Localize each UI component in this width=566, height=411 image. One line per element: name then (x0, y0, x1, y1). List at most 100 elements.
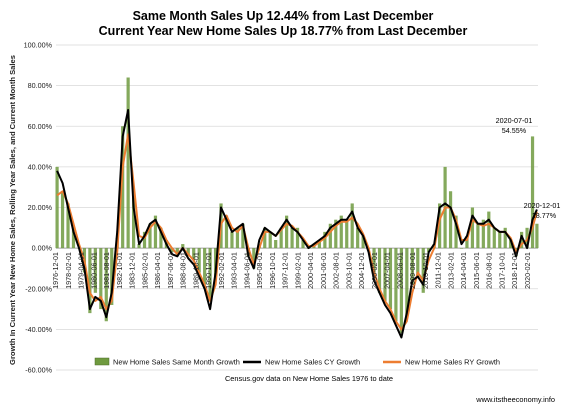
bar (241, 223, 245, 249)
x-tick-label: 2009-08-01 (408, 252, 417, 289)
bar (142, 231, 147, 249)
bar (192, 248, 196, 261)
x-tick-label: 2008-06-01 (396, 252, 405, 289)
bar (377, 248, 382, 293)
bar (148, 223, 152, 249)
bar (454, 215, 458, 249)
x-tick-label: 2020-02-01 (523, 252, 532, 289)
bar (520, 231, 524, 249)
bar (427, 248, 431, 253)
legend: New Home Sales Same Month Growth New Home… (94, 357, 500, 367)
bar (476, 223, 480, 249)
bar (104, 248, 108, 322)
bar (274, 240, 278, 249)
x-tick-label: 2003-10-01 (345, 252, 354, 289)
bar (290, 227, 294, 249)
bar (503, 227, 507, 249)
x-tick-label: 1997-12-01 (281, 252, 290, 289)
bar (252, 248, 256, 269)
y-tick-label: 0.00% (32, 244, 53, 253)
x-tick-label: 2015-06-01 (472, 252, 481, 289)
bar (530, 136, 535, 249)
annotation-value: 18.77% (532, 211, 557, 220)
bar (317, 240, 322, 249)
x-tick-label: 1981-08-01 (102, 252, 111, 289)
x-tick-label: 1992-02-01 (217, 252, 226, 289)
x-tick-label: 1993-04-01 (230, 252, 239, 289)
x-axis-ticks: 1976-12-01 1978-02-01 1979-04-01 1980-06-01… (51, 252, 532, 289)
bar (203, 248, 207, 285)
bar (295, 227, 300, 249)
bar (350, 203, 354, 249)
x-tick-label: 1987-06-01 (166, 252, 175, 289)
bar (487, 211, 491, 249)
bar (263, 227, 267, 249)
bar (492, 227, 496, 249)
x-tick-label: 2006-02-01 (370, 252, 379, 289)
bar (66, 203, 70, 249)
bar (470, 207, 475, 249)
annotation-value: 54.55% (502, 126, 527, 135)
y-tick-label: 20.00% (28, 203, 53, 212)
annotation-date: 2020-07-01 (496, 116, 533, 125)
bar (421, 248, 425, 293)
bar (498, 231, 502, 249)
y-axis-label: Growth In Current Year New Home Sales, R… (8, 55, 17, 365)
y-axis-ticks: 100.00% 80.00% 60.00% 40.00% 20.00% 0.00% -20.… (24, 41, 53, 375)
x-tick-label: 1994-06-01 (243, 252, 252, 289)
bar (459, 248, 464, 249)
x-tick-label: 2018-12-01 (510, 252, 519, 289)
x-tick-label: 1980-06-01 (89, 252, 98, 289)
bar (60, 191, 65, 249)
bar (230, 231, 234, 249)
bar (186, 248, 190, 257)
annotation-date: 2020-12-01 (524, 201, 561, 210)
bar (268, 231, 272, 249)
x-tick-label: 1985-02-01 (140, 252, 149, 289)
chart-title: Same Month Sales Up 12.44% from Last Dec… (133, 9, 434, 23)
x-tick-label: 2016-08-01 (485, 252, 494, 289)
bar (153, 215, 158, 249)
cy-growth-line (56, 109, 538, 339)
bar (181, 244, 185, 249)
bar (208, 248, 212, 301)
bar (235, 227, 240, 249)
x-tick-label: 2011-12-01 (434, 252, 443, 288)
bar (121, 126, 125, 249)
bar (339, 215, 343, 249)
bar (465, 235, 469, 249)
bar (328, 223, 332, 249)
legend-label: New Home Sales RY Growth (405, 358, 500, 367)
chart-subtitle: Current Year New Home Sales Up 18.77% fr… (99, 24, 468, 38)
bar (93, 248, 97, 293)
bar (356, 227, 360, 249)
bar (361, 235, 365, 249)
x-tick-label: 2014-04-01 (459, 252, 468, 289)
bar (197, 248, 201, 273)
legend-swatch (94, 357, 110, 366)
x-tick-label: 1986-04-01 (153, 252, 162, 289)
bar (399, 248, 403, 334)
x-tick-label: 2017-10-01 (498, 252, 507, 289)
legend-label: New Home Sales Same Month Growth (113, 358, 240, 367)
bar (509, 240, 513, 249)
bar (334, 219, 338, 249)
bar (301, 240, 305, 249)
bar (345, 219, 349, 249)
x-tick-label: 1988-08-01 (179, 252, 188, 289)
y-tick-label: -40.00% (25, 325, 52, 334)
bar (416, 248, 420, 277)
bar (323, 231, 327, 249)
line-series (56, 109, 538, 339)
x-tick-label: 1976-12-01 (51, 252, 60, 289)
x-tick-label: 2004-12-01 (357, 252, 366, 289)
bar (279, 227, 283, 249)
bar (126, 77, 130, 249)
bar (448, 191, 453, 249)
bar (372, 248, 376, 277)
source-note: Census.gov data on New Home Sales 1976 t… (225, 374, 393, 383)
bar (71, 227, 76, 249)
bar (481, 219, 485, 249)
bar (224, 215, 229, 249)
